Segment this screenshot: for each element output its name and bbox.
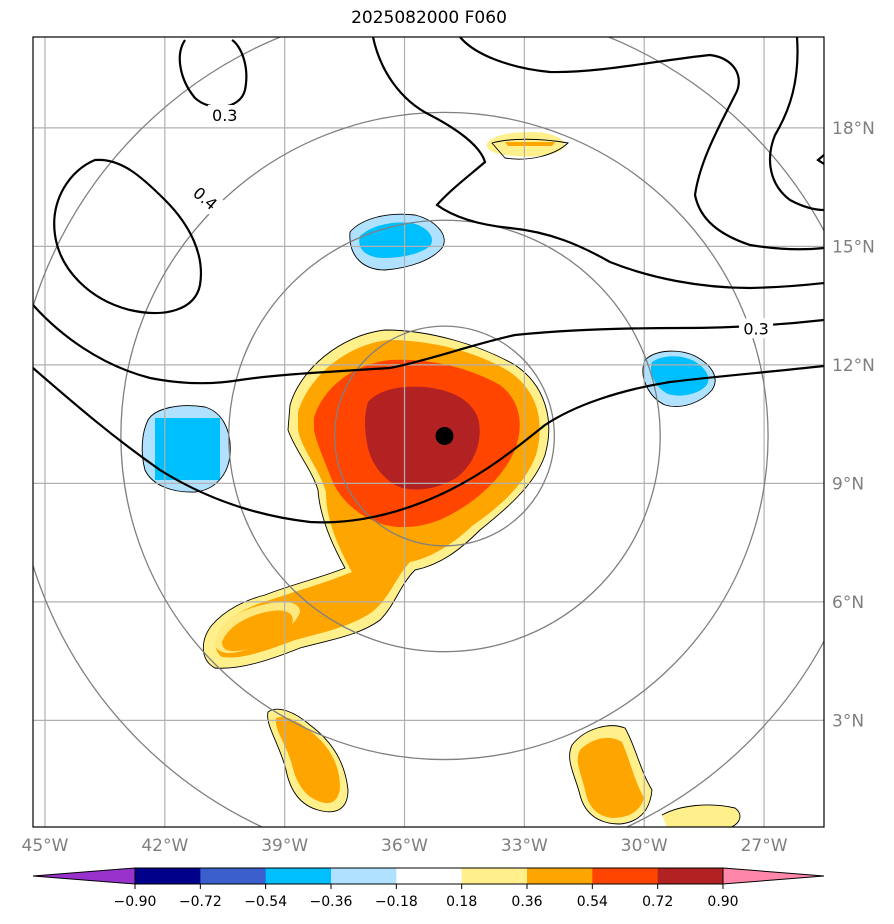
positive-anomaly-core	[365, 386, 480, 490]
contour-north-band	[371, 37, 824, 290]
longitude-tick-label: 27°W	[741, 836, 788, 856]
latitude-tick-label: 18°N	[832, 119, 875, 139]
latitude-tick-label: 3°N	[832, 711, 864, 731]
colorbar-tick-label: −0.72	[179, 894, 222, 910]
graticule	[33, 37, 824, 827]
thick-contour-layer	[33, 37, 824, 524]
thin-contour-layer	[141, 138, 741, 827]
colorbar-tick-label: 0.90	[707, 894, 738, 910]
longitude-tick-label: 33°W	[501, 836, 548, 856]
shaded-field-layer	[142, 132, 740, 827]
map-plot-area: 0.3 0.4 0.3	[33, 37, 824, 827]
colorbar-tick-label: −0.36	[310, 894, 353, 910]
longitude-tick-label: 42°W	[141, 836, 188, 856]
range-rings	[33, 37, 824, 827]
longitude-axis-labels: 45°W 42°W 39°W 36°W 33°W 30°W 27°W	[22, 836, 788, 856]
colorbar-tick-label: 0.54	[577, 894, 608, 910]
colorbar-swatch	[461, 868, 528, 884]
colorbar-tick-label: 0.36	[511, 894, 542, 910]
colorbar-swatch	[396, 868, 463, 884]
latitude-tick-label: 6°N	[832, 593, 864, 613]
colorbar-swatch	[265, 868, 332, 884]
colorbar-swatch	[657, 868, 724, 884]
colorbar-swatch	[527, 868, 593, 884]
colorbar-tick-label: 0.18	[446, 894, 477, 910]
longitude-tick-label: 36°W	[381, 836, 428, 856]
contour-label-text: 0.3	[212, 106, 237, 125]
contour-label-text: 0.3	[743, 319, 768, 338]
longitude-tick-label: 45°W	[22, 836, 69, 856]
range-ring	[120, 111, 769, 761]
colorbar-extend-low	[32, 867, 136, 885]
colorbar: −0.90 −0.72 −0.54 −0.36 −0.18 0.18 0.36 0.54 0.7…	[32, 867, 825, 910]
plot-frame	[32, 36, 825, 828]
colorbar-extend-high	[722, 867, 825, 885]
colorbar-swatch	[331, 868, 397, 884]
map-title: 2025082000 F060	[351, 8, 507, 28]
latitude-tick-label: 9°N	[832, 474, 864, 494]
colorbar-tick-label: −0.54	[244, 894, 287, 910]
colorbar-swatch	[200, 868, 267, 884]
range-ring	[333, 325, 555, 547]
contour-label: 0.3	[207, 105, 242, 125]
colorbar-tick-label: −0.18	[375, 894, 418, 910]
storm-center-marker	[435, 426, 454, 445]
latitude-axis-labels: 3°N 6°N 9°N 12°N 15°N 18°N	[832, 119, 875, 731]
contour-ne-tick	[816, 154, 824, 165]
contour-lower	[33, 364, 824, 524]
longitude-tick-label: 39°W	[261, 836, 308, 856]
contour-label: 0.4	[185, 179, 225, 217]
colorbar-tick-label: −0.90	[114, 894, 157, 910]
longitude-tick-label: 30°W	[621, 836, 668, 856]
contour-ne-strip	[768, 37, 824, 212]
contour-0.4-loop	[53, 158, 203, 314]
latitude-tick-label: 12°N	[832, 356, 875, 376]
latitude-tick-label: 15°N	[832, 237, 875, 257]
colorbar-outline	[134, 867, 724, 885]
positive-anomaly-south-3	[662, 804, 740, 827]
contour-upper-left-loop	[178, 39, 248, 109]
contour-north-east	[459, 37, 824, 251]
contour-0.3-middle	[33, 304, 824, 385]
colorbar-swatch	[592, 868, 659, 884]
colorbar-swatch	[135, 868, 201, 884]
range-ring	[228, 219, 661, 653]
colorbar-tick-label: 0.72	[642, 894, 673, 910]
contour-label: 0.3	[739, 318, 774, 339]
